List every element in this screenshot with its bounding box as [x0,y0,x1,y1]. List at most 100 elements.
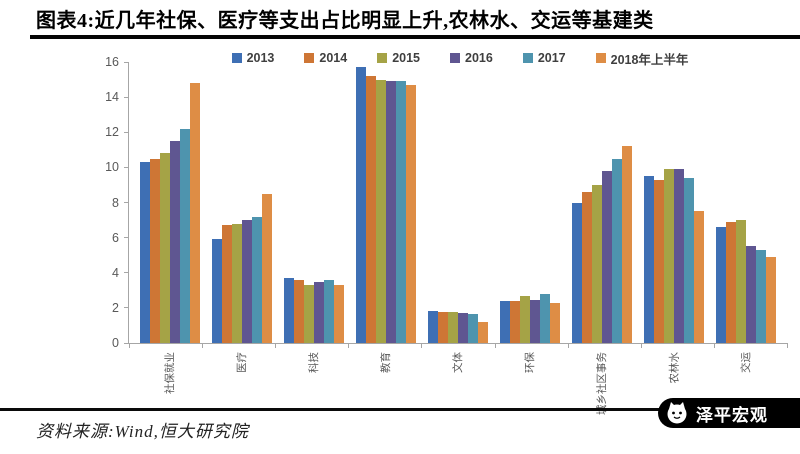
legend-label: 2016 [465,51,493,65]
bar-科技-2015 [304,285,314,343]
bar-医疗-2017 [252,216,262,343]
bar-农林水-2017 [684,177,694,343]
bar-医疗-2015 [232,223,242,343]
bar-科技-2013 [284,278,294,343]
x-tick-mark [348,343,350,348]
bar-科技-2018年上半年 [334,285,344,343]
bar-group-交运 [710,62,782,343]
x-tick-mark [787,343,788,348]
bar-城乡社区事务-2015 [592,184,602,343]
bar-教育-2015 [376,79,386,343]
bar-农林水-2014 [654,179,664,343]
y-tick-label: 12 [105,125,119,140]
title-underline [30,35,800,39]
y-tick-mark [124,237,129,239]
bar-环保-2015 [520,295,530,343]
bar-交运-2015 [736,220,746,343]
bar-交运-2014 [726,221,736,343]
bar-社保就业-2016 [170,141,180,343]
bar-环保-2017 [540,293,550,343]
bar-group-教育 [350,62,422,343]
bar-医疗-2016 [242,220,252,343]
bar-环保-2013 [500,300,510,343]
y-tick-label: 14 [105,90,119,105]
x-axis-label: 城乡社区事务 [596,352,608,415]
y-tick-label: 0 [112,336,119,350]
bar-城乡社区事务-2017 [612,158,622,343]
x-label-cell: 文体 [422,349,494,413]
legend-item-2016: 2016 [450,51,493,65]
x-axis-label: 医疗 [236,352,248,373]
plot-area: 社保就业 医疗 科技 教育 文体 环保 城乡社区事务 农林水 交运 0 2 4 6 8 10 12 14 16 [105,55,788,415]
bars-container [129,62,787,343]
legend-label: 2018年上半年 [610,52,689,67]
footer-divider [0,408,800,411]
legend-swatch [304,53,315,63]
x-tick-mark [640,343,642,348]
x-tick-mark [202,343,204,348]
bar-文体-2018年上半年 [478,321,488,343]
bar-医疗-2013 [212,239,222,343]
cat-face-icon [667,402,687,424]
x-label-cell: 城乡社区事务 [566,349,638,415]
y-tick-mark [124,307,129,309]
x-tick-mark [713,343,715,348]
y-tick-mark [124,61,129,63]
bar-文体-2017 [468,314,478,343]
x-axis-label: 交运 [740,352,752,373]
y-tick-mark [124,166,129,168]
y-tick-mark [124,202,129,203]
bar-group-医疗 [206,62,278,343]
bar-城乡社区事务-2013 [572,202,582,343]
bar-社保就业-2015 [160,153,170,343]
y-tick-label: 4 [112,265,119,280]
legend-swatch [377,53,388,63]
x-axis-label: 农林水 [668,352,680,384]
x-tick-mark [494,343,496,348]
y-tick-label: 16 [105,55,119,69]
bar-社保就业-2017 [180,128,190,343]
x-axis-label: 社保就业 [164,352,176,394]
bar-交运-2018年上半年 [766,256,776,343]
bar-城乡社区事务-2018年上半年 [622,146,632,343]
bar-交运-2016 [746,246,756,343]
bar-科技-2014 [294,279,304,343]
bar-科技-2017 [324,279,334,343]
bar-农林水-2018年上半年 [694,211,704,343]
x-tick-mark [567,343,569,348]
bar-group-环保 [494,62,566,343]
legend-label: 2014 [319,51,348,65]
y-tick-label: 2 [112,300,119,315]
bar-group-文体 [422,62,494,343]
bar-文体-2013 [428,311,438,343]
bar-文体-2015 [448,312,458,343]
bar-教育-2014 [366,76,376,343]
y-tick-mark [124,131,129,133]
legend-item-2015: 2015 [377,51,420,65]
legend-label: 2015 [392,51,420,65]
bar-城乡社区事务-2016 [602,170,612,343]
x-axis-label: 环保 [524,352,536,373]
bar-农林水-2015 [664,169,674,343]
bar-group-农林水 [638,62,710,343]
x-axis-label: 文体 [452,352,464,373]
bar-教育-2016 [386,81,396,343]
x-label-cell: 医疗 [206,349,278,413]
bar-group-社保就业 [134,62,206,343]
x-tick-mark [275,343,277,348]
source-text: 资料来源:Wind,恒大研究院 [36,422,249,441]
bar-教育-2018年上半年 [406,84,416,343]
legend-swatch [595,53,606,63]
bar-教育-2013 [356,67,366,343]
y-tick-mark [124,272,129,274]
legend-label: 2013 [246,51,275,65]
bar-社保就业-2014 [150,158,160,343]
bar-农林水-2016 [674,169,684,343]
x-label-cell: 科技 [278,349,350,413]
y-tick-label: 8 [112,195,119,210]
chart-title: 图表4:近几年社保、医疗等支出占比明显上升,农林水、交运等基建类 [36,10,654,32]
bar-文体-2014 [438,312,448,343]
bar-医疗-2018年上半年 [262,193,272,343]
legend-item-2013: 2013 [231,51,275,65]
